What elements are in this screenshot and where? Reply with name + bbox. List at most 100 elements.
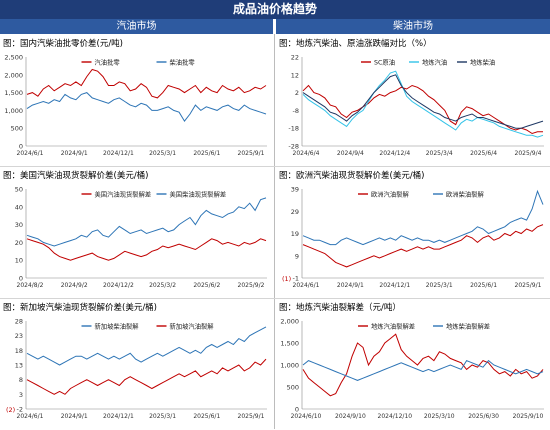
y-tick-label: 2 bbox=[295, 89, 299, 97]
y-tick-label: 2,500 bbox=[4, 54, 23, 62]
legend-label: 新加坡柴油裂解 bbox=[95, 322, 140, 331]
footnote-label: (1) bbox=[282, 275, 291, 283]
series-line-0 bbox=[302, 333, 544, 397]
x-tick-label: 2024/8/2 bbox=[17, 282, 44, 289]
column-divider bbox=[274, 34, 275, 429]
series-line-2 bbox=[302, 74, 544, 129]
legend-label: SC原油 bbox=[374, 58, 395, 67]
section-gasoline-header: 汽油市场 bbox=[0, 19, 273, 34]
y-tick-label: 500 bbox=[11, 125, 23, 133]
y-tick-label: 2,000 bbox=[4, 71, 23, 79]
y-tick-label: 20 bbox=[15, 239, 23, 247]
chart-panel-domestic-wholesale: 图：国内汽柴油批零价差(元/吨) 0 500 1,000 1,500 2,000 2,50… bbox=[0, 35, 273, 166]
x-tick-label: 2024/12/4 bbox=[379, 150, 410, 157]
x-tick-label: 2024/12/10 bbox=[378, 413, 413, 420]
chart-title: 图：国内汽柴油批零价差(元/吨) bbox=[3, 39, 123, 49]
y-tick-label: 1,000 bbox=[280, 362, 299, 370]
x-tick-label: 2024/9/1 bbox=[61, 150, 88, 157]
y-tick-label: 12 bbox=[291, 71, 299, 79]
x-tick-label: 2024/6/10 bbox=[291, 413, 322, 420]
series-line-1 bbox=[302, 70, 544, 138]
y-tick-label: 23 bbox=[15, 332, 23, 340]
x-tick-label: 2025/9/10 bbox=[513, 413, 544, 420]
x-tick-label: 2025/9/1 bbox=[238, 413, 265, 420]
x-tick-label: 2024/9/1 bbox=[61, 413, 88, 420]
x-tick-label: 2025/9/1 bbox=[238, 150, 265, 157]
y-tick-label: 9 bbox=[295, 252, 299, 260]
y-tick-label: 1,500 bbox=[4, 89, 23, 97]
y-tick-label: 29 bbox=[291, 208, 299, 216]
x-tick-label: 2025/3/1 bbox=[426, 282, 453, 289]
row-divider-1 bbox=[0, 166, 550, 167]
legend-label: 美国柴油现货裂解差 bbox=[170, 190, 227, 199]
chart-title: 图：美国汽柴油现货裂解价差(美元/桶) bbox=[3, 171, 149, 181]
x-tick-label: 2024/12/1 bbox=[103, 150, 134, 157]
y-tick-label: 28 bbox=[15, 318, 23, 326]
y-tick-label: 40 bbox=[15, 203, 23, 211]
x-tick-label: 2024/12/1 bbox=[379, 282, 410, 289]
x-tick-label: 2025/3/1 bbox=[149, 413, 176, 420]
x-tick-label: 2025/6/30 bbox=[468, 413, 499, 420]
y-tick-label: 0 bbox=[19, 275, 23, 283]
x-tick-label: 2024/6/1 bbox=[17, 413, 44, 420]
legend-label: 柴油批零 bbox=[170, 58, 196, 67]
legend-label: 欧洲柴油裂解 bbox=[446, 190, 484, 199]
y-tick-label: 22 bbox=[291, 54, 299, 62]
y-tick-label: 0 bbox=[19, 143, 23, 151]
series-line-1 bbox=[26, 92, 267, 122]
x-tick-label: 2025/6/1 bbox=[470, 282, 497, 289]
series-line-0 bbox=[26, 68, 267, 99]
chart-canvas: 0 500 1,000 1,500 2,000 2,500 2024/6/1 2024/9/1… bbox=[4, 54, 267, 157]
legend-label: 地炼汽油 bbox=[422, 58, 447, 67]
chart-canvas: 0 10 20 30 40 50 2024/8/2 2024/9/2 2024/12/2 2025… bbox=[15, 186, 267, 289]
chart-panel-us-crack-spread: 图：美国汽柴油现货裂解价差(美元/桶) 0 10 20 30 40 50 2024/8/2 2… bbox=[0, 167, 273, 298]
x-tick-label: 2025/9/1 bbox=[515, 282, 542, 289]
x-tick-label: 2025/3/4 bbox=[426, 150, 453, 157]
chart-title: 图：欧洲汽柴油现货裂解价差(美元/桶) bbox=[279, 171, 425, 181]
page-title: 成品油价格趋势 bbox=[0, 0, 550, 19]
y-tick-label: 39 bbox=[291, 186, 299, 194]
chart-canvas: 0 500 1,000 1,500 2,000 2024/6/10 2024/9/10 202… bbox=[280, 318, 544, 420]
chart-title: 图：地炼汽柴油裂解差（元/吨） bbox=[279, 303, 401, 313]
section-diesel-header: 柴油市场 bbox=[276, 19, 550, 34]
chart-panel-local-refinery-change: 图：地炼汽柴油、原油涨跌幅对比（%） 22 12 2 -8 -18 -28 2024/6/4… bbox=[276, 35, 549, 166]
chart-panel-europe-crack-spread: 图：欧洲汽柴油现货裂解价差(美元/桶) 39 29 19 9 -1 2024/6/1 202… bbox=[276, 167, 549, 298]
y-tick-label: 1,000 bbox=[4, 107, 23, 115]
y-tick-label: -2 bbox=[17, 406, 23, 414]
x-tick-label: 2025/6/1 bbox=[193, 413, 220, 420]
y-tick-label: -28 bbox=[288, 143, 299, 151]
x-tick-label: 2024/6/1 bbox=[293, 282, 320, 289]
series-line-0 bbox=[302, 84, 543, 135]
y-tick-label: 13 bbox=[15, 362, 23, 370]
series-line-0 bbox=[26, 238, 267, 261]
y-tick-label: 30 bbox=[15, 221, 23, 229]
y-tick-label: 500 bbox=[287, 384, 299, 392]
legend-label: 地炼柴油 bbox=[470, 58, 495, 67]
series-line-0 bbox=[302, 224, 544, 268]
chart-panel-local-refinery-crack: 图：地炼汽柴油裂解差（元/吨） 0 500 1,000 1,500 2,000 2024/… bbox=[276, 299, 549, 430]
legend-label: 汽油批零 bbox=[95, 58, 121, 67]
x-tick-label: 2024/9/1 bbox=[337, 282, 364, 289]
series-line-1 bbox=[26, 197, 267, 247]
series-line-1 bbox=[302, 359, 544, 381]
y-tick-label: -8 bbox=[293, 107, 299, 115]
y-tick-label: 19 bbox=[291, 230, 299, 238]
y-tick-label: 8 bbox=[19, 376, 23, 384]
row-divider-2 bbox=[0, 298, 550, 299]
x-tick-label: 2024/12/2 bbox=[103, 282, 134, 289]
x-tick-label: 2025/3/1 bbox=[149, 150, 176, 157]
y-tick-label: 10 bbox=[15, 257, 23, 265]
legend-label: 欧洲汽油裂解 bbox=[371, 190, 409, 199]
x-tick-label: 2024/9/4 bbox=[337, 150, 364, 157]
legend-label: 美国汽油现货裂解差 bbox=[95, 190, 152, 199]
legend-label: 新加坡汽油裂解 bbox=[170, 322, 215, 331]
x-tick-label: 2024/9/2 bbox=[61, 282, 88, 289]
y-tick-label: -1 bbox=[293, 275, 299, 283]
y-tick-label: 2,000 bbox=[280, 318, 299, 326]
y-tick-label: 18 bbox=[15, 347, 23, 355]
y-tick-label: -18 bbox=[288, 125, 299, 133]
